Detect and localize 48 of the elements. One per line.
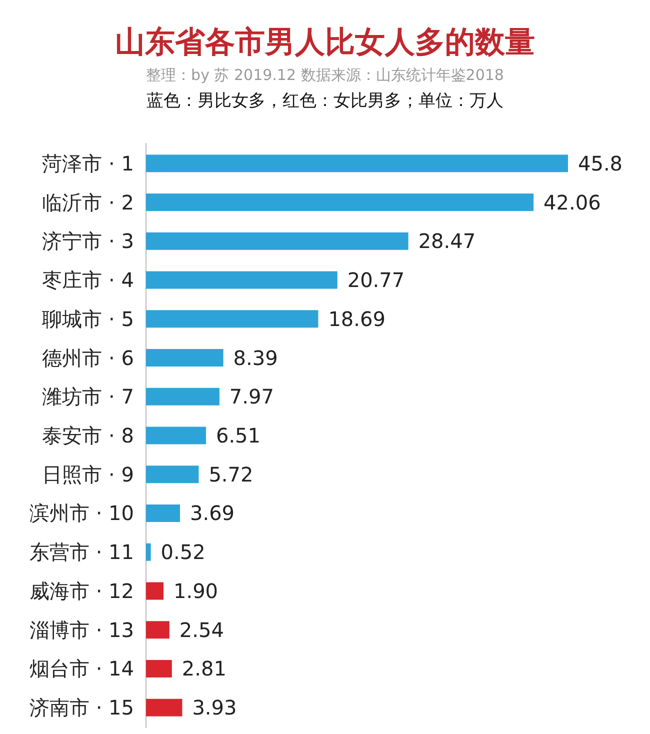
y-tick-label: 德州市 · 6 (42, 346, 134, 370)
data-label: 2.81 (182, 656, 226, 681)
data-label: 18.69 (328, 306, 386, 331)
data-label: 2.54 (179, 618, 224, 642)
bar (146, 349, 224, 367)
data-label: 45.8 (578, 151, 623, 176)
y-tick-label: 潍坊市 · 7 (42, 384, 134, 409)
bar (146, 232, 408, 250)
bar (146, 660, 172, 678)
data-label: 28.47 (418, 229, 476, 254)
bar (146, 466, 199, 484)
y-tick-label: 临沂市 · 2 (42, 190, 134, 214)
data-label: 8.39 (233, 346, 278, 370)
y-tick-label: 聊城市 · 5 (42, 306, 134, 331)
y-tick-label: 泰安市 · 8 (42, 424, 134, 448)
y-tick-label: 济南市 · 15 (29, 696, 134, 720)
data-label: 3.69 (190, 501, 235, 526)
data-label: 20.77 (347, 268, 405, 292)
data-label: 6.51 (216, 424, 261, 448)
text: 蓝色：男比女多，红色：女比男多；单位：万人 (146, 91, 504, 111)
bar (146, 388, 220, 406)
bar (146, 621, 170, 639)
bar (146, 504, 180, 522)
data-label: 0.52 (160, 540, 206, 564)
y-tick-label: 威海市 · 12 (29, 578, 134, 603)
data-label: 42.06 (544, 190, 601, 214)
y-tick-label: 东营市 · 11 (29, 540, 134, 564)
chart-title: 山东省各市男人比女人多的数量 (115, 25, 535, 60)
bar (146, 543, 151, 561)
y-tick-label: 滨州市 · 10 (29, 501, 134, 526)
y-tick-label: 日照市 · 9 (42, 462, 134, 486)
bar (146, 310, 318, 328)
y-tick-label: 济宁市 · 3 (42, 229, 134, 254)
y-tick-label: 淄博市 · 13 (29, 618, 134, 642)
y-tick-label: 菏泽市 · 1 (42, 151, 134, 176)
bar (146, 582, 164, 600)
bar (146, 698, 182, 716)
data-label: 1.90 (174, 578, 218, 603)
data-label: 5.72 (208, 462, 254, 486)
chart-subtitle: 整理：by 苏 2019.12 数据来源：山东统计年鉴2018 (146, 66, 504, 84)
bar (146, 154, 568, 172)
bar (146, 194, 534, 212)
data-label: 3.93 (192, 696, 237, 720)
bar (146, 271, 338, 289)
y-tick-label: 枣庄市 · 4 (42, 268, 134, 292)
bar (146, 426, 206, 444)
y-tick-label: 烟台市 · 14 (29, 656, 134, 681)
data-label: 7.97 (229, 384, 274, 409)
